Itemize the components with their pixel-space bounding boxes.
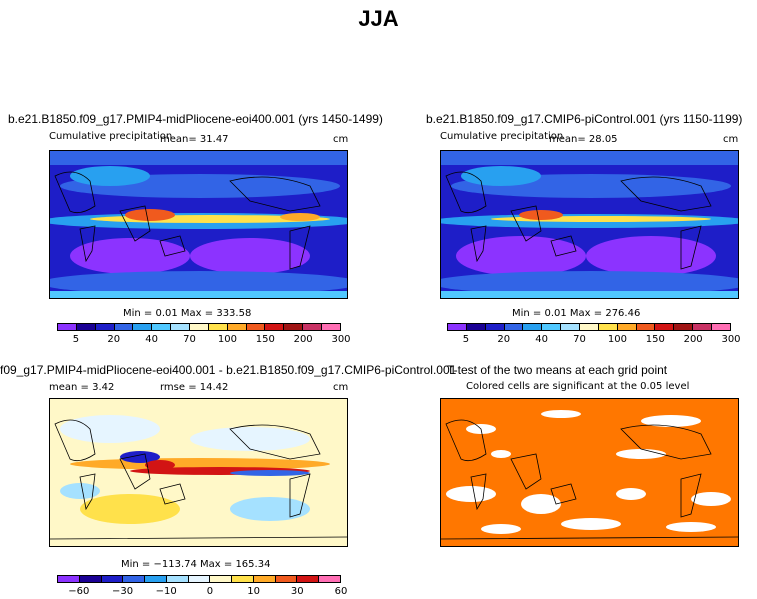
colorbar-tick-label: 40 [535, 334, 549, 345]
panel2-variable: Cumulative precipitation [440, 131, 564, 142]
colorbar-swatch [265, 324, 285, 330]
panel3-colorbar [57, 575, 341, 583]
panel4-ttest-map [440, 398, 739, 547]
colorbar-swatch [598, 324, 618, 330]
panel2-minmax: Min = 0.01 Max = 276.46 [512, 308, 641, 319]
page-title: JJA [358, 6, 399, 31]
panel3-colorbar-labels: −60 −30 −10 0 10 30 60 [57, 586, 347, 598]
panel3-difference-map [49, 398, 348, 547]
panel1-units: cm [333, 134, 349, 145]
panel1-title: b.e21.B1850.f09_g17.PMIP4-midPliocene-eo… [8, 112, 383, 126]
colorbar-swatch [561, 324, 581, 330]
colorbar-swatch [297, 576, 320, 582]
panel4-title: T-test of the two means at each grid poi… [447, 363, 668, 377]
colorbar-swatch [58, 576, 80, 582]
colorbar-tick-label: −30 [111, 586, 134, 597]
colorbar-tick-label: 70 [183, 334, 196, 345]
colorbar-tick-label: −60 [68, 586, 90, 597]
colorbar-tick-label: 70 [573, 334, 586, 345]
colorbar-tick-label: 10 [247, 586, 260, 597]
colorbar-swatch [322, 324, 340, 330]
panel1-mean: mean= 31.47 [160, 134, 229, 145]
colorbar-swatch [166, 576, 189, 582]
colorbar-swatch [284, 324, 304, 330]
colorbar-swatch [123, 576, 146, 582]
colorbar-swatch [693, 324, 713, 330]
colorbar-tick-label: 100 [607, 334, 627, 345]
colorbar-swatch [523, 324, 543, 330]
colorbar-swatch [303, 324, 323, 330]
colorbar-tick-label: 60 [334, 586, 348, 597]
colorbar-swatch [101, 576, 124, 582]
colorbar-swatch [542, 324, 562, 330]
colorbar-swatch [466, 324, 486, 330]
colorbar-swatch [636, 324, 656, 330]
colorbar-swatch [448, 324, 467, 330]
colorbar-tick-label: 5 [462, 334, 470, 345]
colorbar-tick-label: 5 [72, 334, 80, 345]
panel2-colorbar-labels: 5 20 40 70 100 150 200 300 [447, 334, 741, 346]
panel1-precip-map [49, 150, 348, 299]
colorbar-swatch [208, 324, 228, 330]
panel3-minmax: Min = −113.74 Max = 165.34 [121, 559, 271, 570]
colorbar-swatch [133, 324, 153, 330]
colorbar-swatch [485, 324, 505, 330]
colorbar-swatch [275, 576, 298, 582]
panel1-variable: Cumulative precipitation [49, 131, 173, 142]
panel3-units: cm [333, 382, 349, 393]
colorbar-tick-label: 150 [645, 334, 665, 345]
colorbar-swatch [95, 324, 115, 330]
colorbar-swatch [674, 324, 694, 330]
colorbar-swatch [188, 576, 211, 582]
colorbar-tick-label: 300 [721, 334, 741, 345]
panel1-colorbar-labels: 5 20 40 70 100 150 200 300 [57, 334, 351, 346]
colorbar-tick-label: 20 [107, 334, 121, 345]
panel2-colorbar [447, 323, 731, 331]
colorbar-swatch [246, 324, 266, 330]
colorbar-swatch [145, 576, 167, 582]
panel2-mean: mean= 28.05 [549, 134, 618, 145]
colorbar-tick-label: 200 [683, 334, 703, 345]
colorbar-tick-label: 0 [206, 586, 214, 597]
colorbar-swatch [232, 576, 254, 582]
colorbar-swatch [210, 576, 233, 582]
panel4-subtitle: Colored cells are significant at the 0.0… [466, 381, 690, 392]
colorbar-tick-label: −10 [155, 586, 177, 597]
colorbar-swatch [58, 324, 77, 330]
colorbar-swatch [79, 576, 102, 582]
panel3-mean: mean = 3.42 [49, 382, 115, 393]
panel2-precip-map [440, 150, 739, 299]
colorbar-swatch [190, 324, 209, 330]
colorbar-swatch [712, 324, 730, 330]
colorbar-swatch [617, 324, 637, 330]
colorbar-tick-label: 300 [331, 334, 351, 345]
panel1-colorbar [57, 323, 341, 331]
colorbar-tick-label: 30 [290, 586, 304, 597]
colorbar-swatch [319, 576, 340, 582]
colorbar-tick-label: 20 [497, 334, 511, 345]
panel3-title: f09_g17.PMIP4-midPliocene-eoi400.001 - b… [0, 363, 457, 377]
colorbar-tick-label: 100 [217, 334, 237, 345]
colorbar-swatch [253, 576, 276, 582]
colorbar-swatch [227, 324, 247, 330]
colorbar-swatch [580, 324, 599, 330]
panel2-units: cm [723, 134, 739, 145]
colorbar-swatch [76, 324, 96, 330]
colorbar-swatch [171, 324, 191, 330]
panel2-title: b.e21.B1850.f09_g17.CMIP6-piControl.001 … [426, 112, 743, 126]
panel3-rmse: rmse = 14.42 [160, 382, 229, 393]
panel1-minmax: Min = 0.01 Max = 333.58 [123, 308, 252, 319]
colorbar-swatch [655, 324, 675, 330]
colorbar-swatch [114, 324, 134, 330]
colorbar-tick-label: 150 [255, 334, 275, 345]
colorbar-swatch [152, 324, 172, 330]
colorbar-tick-label: 200 [293, 334, 313, 345]
colorbar-tick-label: 40 [145, 334, 159, 345]
colorbar-swatch [504, 324, 524, 330]
